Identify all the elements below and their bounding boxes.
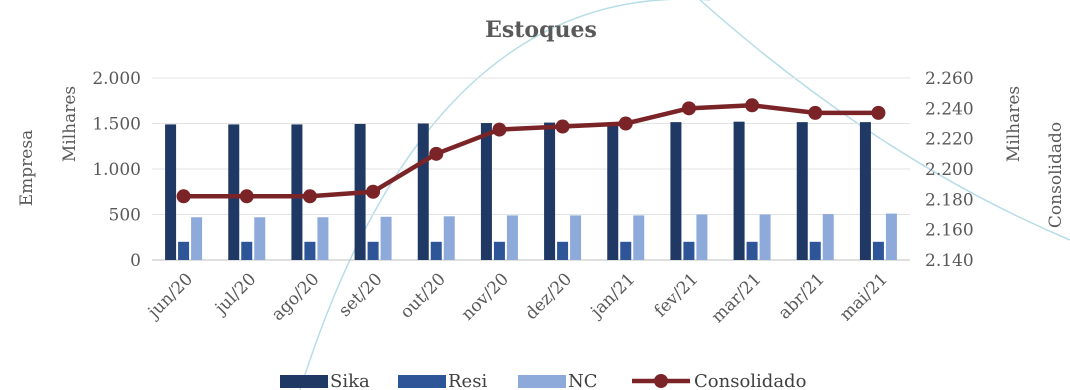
legend-swatch xyxy=(398,375,446,388)
bar-sika xyxy=(733,121,745,261)
point-consolidado xyxy=(808,105,823,120)
bar-sika xyxy=(859,122,871,260)
legend-item-sika: Sika xyxy=(280,371,370,390)
left-axis-ticks: 0 500 1.000 1.500 2.000 xyxy=(92,69,141,271)
point-consolidado xyxy=(429,146,444,161)
right-tick-label: 2.180 xyxy=(925,190,974,210)
bar-nc xyxy=(443,216,455,260)
right-axis-outer-title: Consolidado xyxy=(1046,122,1066,228)
point-consolidado xyxy=(239,189,254,204)
legend-label: NC xyxy=(568,371,598,390)
bar-nc xyxy=(254,217,266,260)
legend: Sika Resi NC Consolidado xyxy=(280,371,806,390)
bar-resi xyxy=(178,241,190,260)
background-decoration xyxy=(299,0,1070,390)
right-tick-label: 2.260 xyxy=(925,69,974,89)
bar-sika xyxy=(670,122,682,260)
x-tick-label: mar/21 xyxy=(708,269,766,327)
bar-sika xyxy=(165,124,177,260)
left-axis-inner-title: Milhares xyxy=(60,86,80,162)
decorative-curve-right xyxy=(699,0,1070,241)
left-tick-label: 1.000 xyxy=(92,160,141,180)
gridlines xyxy=(152,77,910,261)
bar-nc xyxy=(696,214,708,260)
bar-resi xyxy=(872,241,884,260)
x-tick-label: out/20 xyxy=(396,269,449,322)
bar-resi xyxy=(304,241,316,260)
x-tick-label: dez/20 xyxy=(521,269,576,324)
point-consolidado xyxy=(492,122,507,137)
point-consolidado xyxy=(681,101,696,116)
bar-resi xyxy=(809,241,821,260)
bar-nc xyxy=(759,214,771,260)
x-tick-label: fev/21 xyxy=(651,269,703,321)
bar-resi xyxy=(683,241,695,260)
left-axis-outer-title: Empresa xyxy=(17,130,37,206)
right-tick-label: 2.140 xyxy=(925,251,974,271)
legend-swatch xyxy=(518,375,566,388)
bar-nc xyxy=(570,215,582,260)
x-tick-label: nov/20 xyxy=(458,269,513,324)
point-consolidado xyxy=(555,119,570,134)
bar-resi xyxy=(493,241,505,260)
bar-nc xyxy=(506,215,518,260)
bar-sika xyxy=(544,122,556,260)
left-tick-label: 2.000 xyxy=(92,69,141,89)
bar-sika xyxy=(291,124,303,260)
decorative-curve-left xyxy=(299,0,710,390)
bar-nc xyxy=(191,217,203,260)
bar-nc xyxy=(633,215,645,260)
legend-item-nc: NC xyxy=(518,371,598,390)
x-tick-label: mai/21 xyxy=(836,269,892,325)
x-tick-label: abr/21 xyxy=(775,269,829,323)
legend-swatch xyxy=(280,375,328,388)
right-tick-label: 2.160 xyxy=(925,221,974,241)
consolidado-line-layer xyxy=(176,98,886,204)
right-axis-ticks: 2.140 2.160 2.180 2.200 2.220 2.240 2.260 xyxy=(925,69,974,271)
legend-item-resi: Resi xyxy=(398,371,487,390)
bar-resi xyxy=(557,241,569,260)
bar-resi xyxy=(620,241,632,260)
point-consolidado xyxy=(745,98,760,113)
x-tick-label: jan/21 xyxy=(586,269,640,323)
bar-nc xyxy=(380,216,392,260)
point-consolidado xyxy=(871,105,886,120)
bar-nc xyxy=(822,214,834,260)
bar-resi xyxy=(746,241,758,260)
bars xyxy=(165,121,897,261)
bar-sika xyxy=(607,123,619,260)
x-tick-label: ago/20 xyxy=(268,269,324,325)
right-tick-label: 2.200 xyxy=(925,160,974,180)
point-consolidado xyxy=(176,189,191,204)
point-consolidado xyxy=(302,189,317,204)
bar-nc xyxy=(885,213,897,260)
legend-label: Resi xyxy=(448,371,487,390)
bar-resi xyxy=(367,241,379,260)
x-axis-labels: jun/20 jul/20 ago/20 set/20 out/20 nov/20 dez/… xyxy=(143,269,892,327)
point-consolidado xyxy=(618,116,633,131)
bar-sika xyxy=(796,122,808,260)
chart-title: Estoques xyxy=(485,17,597,43)
right-tick-label: 2.240 xyxy=(925,99,974,119)
bar-resi xyxy=(241,241,253,260)
legend-swatch-marker xyxy=(654,374,668,388)
x-tick-label: jun/20 xyxy=(143,269,197,323)
bar-sika xyxy=(228,124,240,260)
right-tick-label: 2.220 xyxy=(925,130,974,150)
left-tick-label: 0 xyxy=(130,251,141,271)
point-consolidado xyxy=(366,184,381,199)
left-tick-label: 1.500 xyxy=(92,115,141,135)
legend-item-consolidado: Consolidado xyxy=(632,371,806,390)
bar-sika xyxy=(417,123,429,260)
legend-label: Sika xyxy=(330,371,370,390)
bar-nc xyxy=(317,217,329,260)
legend-label: Consolidado xyxy=(694,371,806,390)
line-consolidado xyxy=(183,103,879,199)
bar-sika xyxy=(480,123,492,260)
right-axis-inner-title: Milhares xyxy=(1004,86,1024,162)
left-tick-label: 500 xyxy=(109,206,141,226)
bar-resi xyxy=(430,241,442,260)
x-tick-label: jul/20 xyxy=(210,269,260,319)
